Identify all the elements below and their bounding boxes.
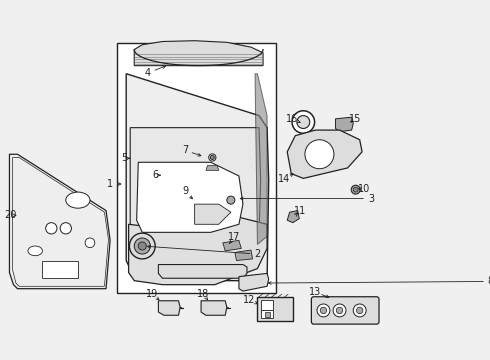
Text: 11: 11 [294, 206, 306, 216]
Polygon shape [235, 250, 253, 261]
Bar [261, 310, 273, 319]
Polygon shape [134, 41, 263, 66]
Circle shape [320, 307, 327, 314]
Circle shape [351, 185, 360, 194]
Bar [261, 300, 273, 310]
Text: 4: 4 [145, 68, 151, 78]
Polygon shape [287, 130, 362, 179]
Polygon shape [130, 128, 261, 235]
Text: 19: 19 [146, 288, 158, 298]
Text: 3: 3 [368, 194, 374, 203]
Polygon shape [201, 301, 227, 315]
Polygon shape [223, 240, 241, 251]
Text: 10: 10 [358, 184, 370, 194]
Bar [42, 261, 78, 278]
Circle shape [129, 233, 155, 259]
Circle shape [138, 242, 147, 250]
Circle shape [353, 187, 358, 192]
Bar [117, 43, 276, 293]
Circle shape [209, 154, 216, 161]
Circle shape [134, 238, 150, 254]
Circle shape [356, 307, 363, 314]
Circle shape [333, 304, 346, 317]
Circle shape [46, 223, 57, 234]
Circle shape [227, 196, 235, 204]
Text: 12: 12 [243, 295, 256, 305]
Text: 15: 15 [349, 114, 361, 124]
Text: 13: 13 [309, 287, 321, 297]
Polygon shape [287, 211, 299, 223]
Polygon shape [9, 154, 110, 289]
Text: 16: 16 [286, 114, 298, 124]
Polygon shape [158, 301, 180, 315]
Text: 8: 8 [488, 276, 490, 287]
Circle shape [305, 140, 334, 169]
Polygon shape [206, 166, 219, 170]
Ellipse shape [28, 246, 43, 256]
Polygon shape [336, 117, 353, 132]
Polygon shape [239, 273, 269, 291]
Text: 14: 14 [278, 174, 290, 184]
Polygon shape [255, 74, 267, 244]
Text: 20: 20 [4, 211, 17, 220]
Polygon shape [126, 74, 269, 281]
Circle shape [336, 307, 343, 314]
Text: 1: 1 [107, 179, 113, 189]
Ellipse shape [66, 192, 90, 208]
Text: 6: 6 [152, 170, 158, 180]
Text: 2: 2 [254, 249, 261, 259]
Circle shape [85, 238, 95, 248]
Circle shape [317, 304, 330, 317]
Circle shape [297, 116, 310, 129]
Text: 7: 7 [182, 145, 188, 155]
Text: 18: 18 [196, 288, 209, 298]
Circle shape [210, 156, 214, 159]
Circle shape [292, 111, 315, 133]
Polygon shape [128, 216, 267, 285]
Polygon shape [137, 162, 243, 232]
Bar [266, 312, 270, 317]
Polygon shape [158, 265, 247, 278]
Circle shape [353, 304, 366, 317]
Bar [257, 297, 293, 321]
Circle shape [60, 223, 72, 234]
FancyBboxPatch shape [311, 297, 379, 324]
Polygon shape [195, 204, 231, 224]
Text: 17: 17 [228, 232, 240, 242]
Text: 9: 9 [182, 186, 188, 196]
Text: 5: 5 [122, 153, 128, 163]
